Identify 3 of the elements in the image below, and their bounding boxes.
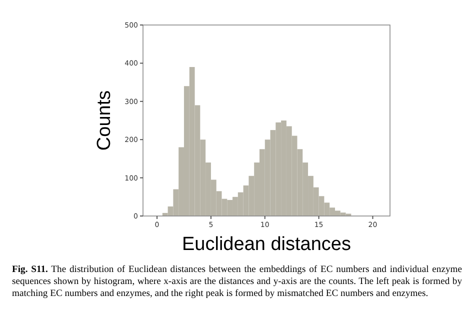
y-axis-title: Counts (94, 90, 115, 151)
caption: Fig. S11. The distribution of Euclidean distances between the embeddings of EC numbers and individual enzyme sequences shown by histogram, where x-axis are the distances and y-axis are the counts. The left peak is formed by matching EC numbers and enzymes, and the right peak is formed by mismatched EC numbers and enzymes. (12, 264, 462, 300)
x-axis-title: Euclidean distances (182, 234, 351, 255)
